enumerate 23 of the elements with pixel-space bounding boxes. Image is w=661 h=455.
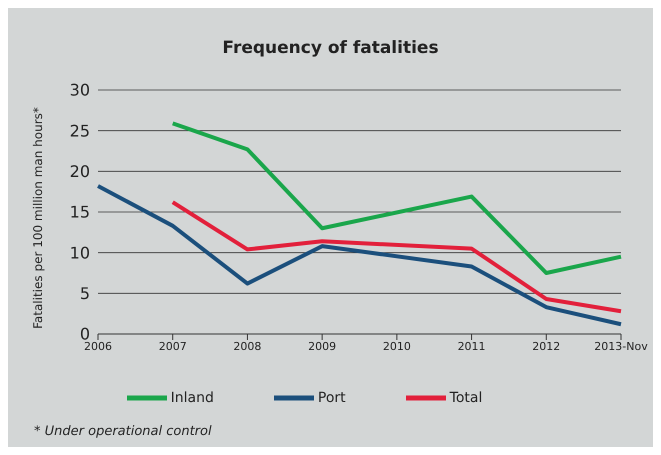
x-tick-label: 2010 [382, 340, 411, 353]
y-tick-label: 25 [70, 121, 90, 140]
y-axis-title: Fatalities per 100 million man hours* [31, 107, 46, 329]
text: * Under operational control [34, 424, 212, 439]
line-series [170, 121, 623, 275]
y-tick-label: 20 [70, 162, 90, 182]
x-tick-label: 2008 [233, 340, 262, 353]
legend-label: Total [450, 390, 482, 406]
chart-title: Frequency of fatalities [221, 38, 440, 58]
legend-label: Port [318, 390, 346, 406]
line-series [170, 200, 623, 314]
y-tick-label: 30 [70, 80, 90, 100]
y-tick-label: 5 [80, 284, 90, 304]
x-tick-label: 2007 [158, 340, 187, 353]
x-tick-label: 2006 [84, 340, 112, 353]
y-tick-label: 15 [70, 202, 90, 222]
y-tick-label: 10 [70, 243, 90, 262]
legend-label: Inland [170, 390, 214, 406]
x-tick-label: 2011 [458, 340, 486, 353]
x-tick-label: 2012 [532, 340, 560, 353]
line-series [96, 184, 623, 326]
x-tick-label: 2013-Nov [594, 340, 648, 353]
x-tick-label: 2009 [308, 340, 336, 353]
